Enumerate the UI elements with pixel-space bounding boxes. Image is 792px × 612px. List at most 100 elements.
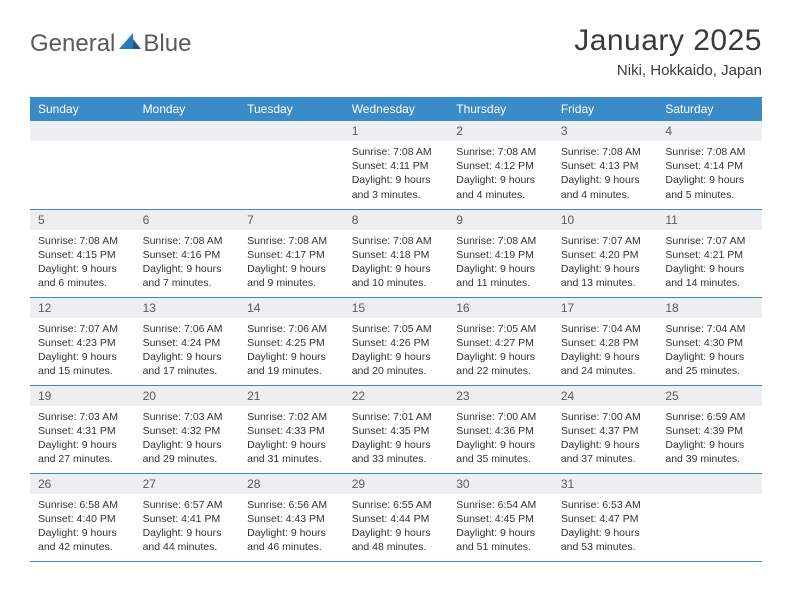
day-details: Sunrise: 7:03 AMSunset: 4:31 PMDaylight:… xyxy=(30,406,135,473)
day-cell: 21Sunrise: 7:02 AMSunset: 4:33 PMDayligh… xyxy=(239,385,344,473)
day-number: 22 xyxy=(344,386,449,406)
day-number: 10 xyxy=(553,210,658,230)
day-cell xyxy=(239,121,344,209)
day-cell: 16Sunrise: 7:05 AMSunset: 4:27 PMDayligh… xyxy=(448,297,553,385)
day-number: 26 xyxy=(30,474,135,494)
day-cell: 24Sunrise: 7:00 AMSunset: 4:37 PMDayligh… xyxy=(553,385,658,473)
day-number: 9 xyxy=(448,210,553,230)
day-details: Sunrise: 7:08 AMSunset: 4:11 PMDaylight:… xyxy=(344,141,449,208)
day-details: Sunrise: 7:08 AMSunset: 4:17 PMDaylight:… xyxy=(239,230,344,297)
day-details: Sunrise: 7:08 AMSunset: 4:14 PMDaylight:… xyxy=(657,141,762,208)
day-number: 18 xyxy=(657,298,762,318)
day-cell: 20Sunrise: 7:03 AMSunset: 4:32 PMDayligh… xyxy=(135,385,240,473)
day-details: Sunrise: 7:05 AMSunset: 4:27 PMDaylight:… xyxy=(448,318,553,385)
week-row: 5Sunrise: 7:08 AMSunset: 4:15 PMDaylight… xyxy=(30,209,762,297)
day-details: Sunrise: 7:08 AMSunset: 4:12 PMDaylight:… xyxy=(448,141,553,208)
day-number: 11 xyxy=(657,210,762,230)
day-cell: 26Sunrise: 6:58 AMSunset: 4:40 PMDayligh… xyxy=(30,473,135,561)
day-details: Sunrise: 7:06 AMSunset: 4:24 PMDaylight:… xyxy=(135,318,240,385)
day-cell: 23Sunrise: 7:00 AMSunset: 4:36 PMDayligh… xyxy=(448,385,553,473)
week-row: 19Sunrise: 7:03 AMSunset: 4:31 PMDayligh… xyxy=(30,385,762,473)
day-number: 4 xyxy=(657,121,762,141)
empty-day xyxy=(239,121,344,141)
day-details: Sunrise: 7:03 AMSunset: 4:32 PMDaylight:… xyxy=(135,406,240,473)
day-cell: 14Sunrise: 7:06 AMSunset: 4:25 PMDayligh… xyxy=(239,297,344,385)
day-number: 2 xyxy=(448,121,553,141)
day-cell: 18Sunrise: 7:04 AMSunset: 4:30 PMDayligh… xyxy=(657,297,762,385)
day-cell: 4Sunrise: 7:08 AMSunset: 4:14 PMDaylight… xyxy=(657,121,762,209)
day-details: Sunrise: 7:08 AMSunset: 4:18 PMDaylight:… xyxy=(344,230,449,297)
day-details: Sunrise: 6:57 AMSunset: 4:41 PMDaylight:… xyxy=(135,494,240,561)
day-cell: 9Sunrise: 7:08 AMSunset: 4:19 PMDaylight… xyxy=(448,209,553,297)
day-number: 31 xyxy=(553,474,658,494)
month-title: January 2025 xyxy=(574,24,762,58)
triangle-icon xyxy=(119,33,141,49)
day-number: 3 xyxy=(553,121,658,141)
day-cell: 3Sunrise: 7:08 AMSunset: 4:13 PMDaylight… xyxy=(553,121,658,209)
day-number: 29 xyxy=(344,474,449,494)
day-number: 27 xyxy=(135,474,240,494)
day-number: 24 xyxy=(553,386,658,406)
day-of-week-cell: Tuesday xyxy=(239,97,344,121)
day-number: 25 xyxy=(657,386,762,406)
day-number: 21 xyxy=(239,386,344,406)
day-number: 19 xyxy=(30,386,135,406)
day-cell: 28Sunrise: 6:56 AMSunset: 4:43 PMDayligh… xyxy=(239,473,344,561)
day-details: Sunrise: 7:08 AMSunset: 4:13 PMDaylight:… xyxy=(553,141,658,208)
day-number: 20 xyxy=(135,386,240,406)
day-cell: 17Sunrise: 7:04 AMSunset: 4:28 PMDayligh… xyxy=(553,297,658,385)
day-number: 5 xyxy=(30,210,135,230)
day-details: Sunrise: 7:06 AMSunset: 4:25 PMDaylight:… xyxy=(239,318,344,385)
day-number: 13 xyxy=(135,298,240,318)
day-details: Sunrise: 7:08 AMSunset: 4:19 PMDaylight:… xyxy=(448,230,553,297)
day-number: 7 xyxy=(239,210,344,230)
day-cell: 19Sunrise: 7:03 AMSunset: 4:31 PMDayligh… xyxy=(30,385,135,473)
day-details: Sunrise: 7:07 AMSunset: 4:21 PMDaylight:… xyxy=(657,230,762,297)
day-cell: 2Sunrise: 7:08 AMSunset: 4:12 PMDaylight… xyxy=(448,121,553,209)
week-row: 26Sunrise: 6:58 AMSunset: 4:40 PMDayligh… xyxy=(30,473,762,561)
day-details: Sunrise: 6:58 AMSunset: 4:40 PMDaylight:… xyxy=(30,494,135,561)
day-cell xyxy=(30,121,135,209)
location-text: Niki, Hokkaido, Japan xyxy=(574,62,762,79)
day-cell: 22Sunrise: 7:01 AMSunset: 4:35 PMDayligh… xyxy=(344,385,449,473)
day-cell: 5Sunrise: 7:08 AMSunset: 4:15 PMDaylight… xyxy=(30,209,135,297)
day-of-week-cell: Monday xyxy=(135,97,240,121)
calendar-body: 1Sunrise: 7:08 AMSunset: 4:11 PMDaylight… xyxy=(30,121,762,561)
day-details: Sunrise: 7:05 AMSunset: 4:26 PMDaylight:… xyxy=(344,318,449,385)
day-number: 15 xyxy=(344,298,449,318)
day-number: 28 xyxy=(239,474,344,494)
week-row: 1Sunrise: 7:08 AMSunset: 4:11 PMDaylight… xyxy=(30,121,762,209)
day-details: Sunrise: 7:04 AMSunset: 4:28 PMDaylight:… xyxy=(553,318,658,385)
day-cell: 8Sunrise: 7:08 AMSunset: 4:18 PMDaylight… xyxy=(344,209,449,297)
day-cell xyxy=(657,473,762,561)
day-cell: 25Sunrise: 6:59 AMSunset: 4:39 PMDayligh… xyxy=(657,385,762,473)
day-cell: 29Sunrise: 6:55 AMSunset: 4:44 PMDayligh… xyxy=(344,473,449,561)
day-cell: 10Sunrise: 7:07 AMSunset: 4:20 PMDayligh… xyxy=(553,209,658,297)
day-of-week-row: SundayMondayTuesdayWednesdayThursdayFrid… xyxy=(30,97,762,121)
day-details: Sunrise: 6:59 AMSunset: 4:39 PMDaylight:… xyxy=(657,406,762,473)
day-details: Sunrise: 7:07 AMSunset: 4:20 PMDaylight:… xyxy=(553,230,658,297)
day-details: Sunrise: 7:04 AMSunset: 4:30 PMDaylight:… xyxy=(657,318,762,385)
day-number: 8 xyxy=(344,210,449,230)
day-cell xyxy=(135,121,240,209)
page-header: General Blue January 2025 Niki, Hokkaido… xyxy=(30,24,762,79)
day-of-week-cell: Saturday xyxy=(657,97,762,121)
day-cell: 31Sunrise: 6:53 AMSunset: 4:47 PMDayligh… xyxy=(553,473,658,561)
empty-day xyxy=(135,121,240,141)
brand-word2: Blue xyxy=(143,30,191,58)
day-details: Sunrise: 7:07 AMSunset: 4:23 PMDaylight:… xyxy=(30,318,135,385)
day-cell: 15Sunrise: 7:05 AMSunset: 4:26 PMDayligh… xyxy=(344,297,449,385)
day-details: Sunrise: 7:00 AMSunset: 4:37 PMDaylight:… xyxy=(553,406,658,473)
calendar-table: SundayMondayTuesdayWednesdayThursdayFrid… xyxy=(30,97,762,562)
day-details: Sunrise: 6:55 AMSunset: 4:44 PMDaylight:… xyxy=(344,494,449,561)
week-row: 12Sunrise: 7:07 AMSunset: 4:23 PMDayligh… xyxy=(30,297,762,385)
day-details: Sunrise: 7:00 AMSunset: 4:36 PMDaylight:… xyxy=(448,406,553,473)
day-cell: 30Sunrise: 6:54 AMSunset: 4:45 PMDayligh… xyxy=(448,473,553,561)
day-number: 12 xyxy=(30,298,135,318)
day-details: Sunrise: 6:56 AMSunset: 4:43 PMDaylight:… xyxy=(239,494,344,561)
day-number: 17 xyxy=(553,298,658,318)
empty-day xyxy=(30,121,135,141)
empty-day xyxy=(657,474,762,494)
day-cell: 6Sunrise: 7:08 AMSunset: 4:16 PMDaylight… xyxy=(135,209,240,297)
title-block: January 2025 Niki, Hokkaido, Japan xyxy=(574,24,762,79)
